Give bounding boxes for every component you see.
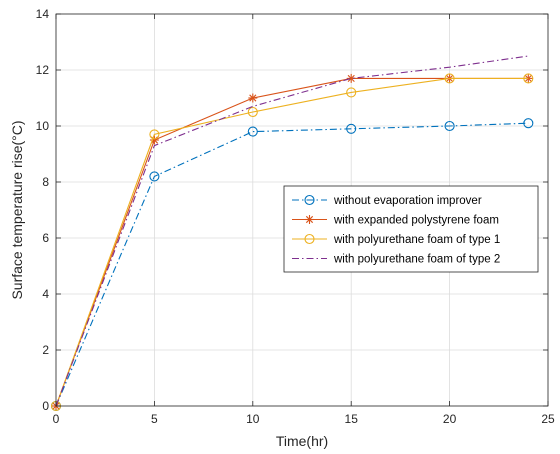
x-tick-label: 25 bbox=[541, 412, 555, 426]
data-point-marker bbox=[247, 126, 258, 137]
asterisk-stroke bbox=[305, 215, 314, 224]
axis-ticks bbox=[55, 13, 549, 407]
x-tick-label: 5 bbox=[151, 412, 158, 426]
legend-label: with expanded polystyrene foam bbox=[333, 215, 499, 227]
series-line bbox=[55, 55, 529, 407]
x-tick-label: 10 bbox=[246, 412, 260, 426]
legend: without evaporation improver with expande… bbox=[283, 185, 539, 273]
data-point-marker bbox=[444, 73, 455, 84]
asterisk-stroke bbox=[249, 94, 257, 102]
legend-marker bbox=[304, 194, 315, 206]
series-line bbox=[55, 77, 529, 407]
data-point-marker bbox=[149, 171, 160, 182]
x-tick-label: 20 bbox=[443, 412, 457, 426]
series-line bbox=[55, 122, 529, 407]
x-tick-label: 0 bbox=[53, 412, 60, 426]
legend-item: with polyurethane foam of type 2 bbox=[292, 254, 500, 266]
y-tick-label: 4 bbox=[42, 287, 49, 301]
y-axis-label: Surface temperature rise(°C) bbox=[9, 120, 25, 299]
series-3 bbox=[50, 73, 534, 412]
y-tick-label: 0 bbox=[42, 399, 49, 413]
legend-label: without evaporation improver bbox=[333, 195, 482, 207]
data-point-marker bbox=[247, 106, 258, 118]
data-point-marker bbox=[523, 73, 534, 84]
legend-item: without evaporation improver bbox=[292, 194, 482, 207]
legend-item: with polyurethane foam of type 1 bbox=[292, 233, 500, 246]
legend-label: with polyurethane foam of type 1 bbox=[333, 234, 500, 246]
legend-item: with expanded polystyrene foam bbox=[292, 215, 499, 227]
y-tick-label: 2 bbox=[42, 343, 49, 357]
x-tick-label: 15 bbox=[345, 412, 359, 426]
data-point-marker bbox=[149, 135, 159, 145]
x-axis-label: Time(hr) bbox=[276, 433, 328, 449]
y-tick-label: 14 bbox=[36, 7, 50, 21]
y-tick-label: 12 bbox=[36, 63, 50, 77]
y-tick-label: 6 bbox=[42, 231, 49, 245]
asterisk-stroke bbox=[347, 74, 355, 82]
data-point-marker bbox=[149, 129, 160, 140]
legend-marker bbox=[305, 215, 314, 224]
series-4 bbox=[55, 55, 529, 407]
data-point-marker bbox=[444, 120, 455, 132]
y-tick-label: 10 bbox=[36, 119, 50, 133]
legend-marker bbox=[304, 233, 315, 245]
data-point-marker bbox=[346, 87, 357, 98]
y-tick-labels: 0 2 4 6 8 10 12 14 bbox=[36, 7, 50, 413]
plot-frame bbox=[55, 13, 549, 407]
asterisk-stroke bbox=[150, 136, 158, 144]
series-layer bbox=[50, 55, 534, 412]
y-tick-label: 8 bbox=[42, 175, 49, 189]
data-point-marker bbox=[248, 93, 258, 103]
data-point-marker bbox=[523, 118, 534, 129]
data-point-marker bbox=[346, 73, 356, 83]
data-point-marker bbox=[346, 123, 357, 134]
x-tick-labels: 0 5 10 15 20 25 bbox=[53, 412, 555, 426]
legend-label: with polyurethane foam of type 2 bbox=[333, 254, 500, 266]
